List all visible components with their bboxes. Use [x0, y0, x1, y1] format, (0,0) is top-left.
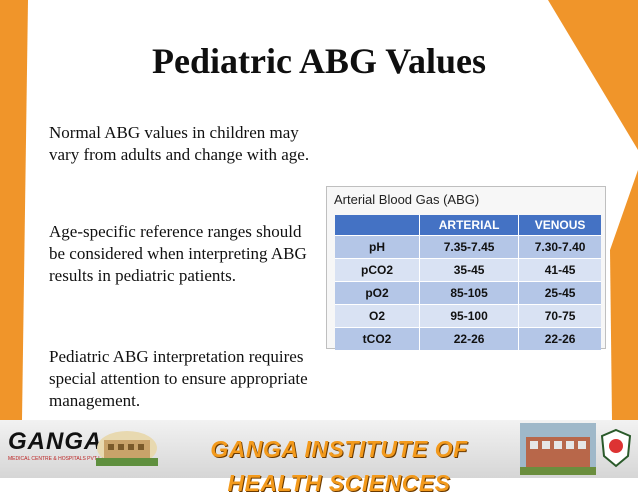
paragraph-age-specific: Age-specific reference ranges should be …: [49, 222, 307, 285]
row-parameter: pO2: [335, 281, 420, 305]
abg-header-blank: [335, 215, 420, 236]
abg-header-venous: VENOUS: [518, 215, 601, 236]
row-parameter: O2: [335, 304, 420, 328]
row-arterial-value: 95-100: [419, 304, 520, 328]
abg-header-arterial: ARTERIAL: [419, 215, 520, 236]
top-right-orange-band: [548, 0, 638, 150]
abg-table: ARTERIAL VENOUS pH 7.35-7.45 7.30-7.40 p…: [335, 215, 601, 350]
institute-footer: GANGA MEDICAL CENTRE & HOSPITALS PVT LTD…: [0, 420, 638, 496]
row-arterial-value: 7.35-7.45: [419, 235, 520, 259]
row-venous-value: 70-75: [518, 304, 601, 328]
row-arterial-value: 35-45: [419, 258, 520, 282]
row-venous-value: 41-45: [518, 258, 601, 282]
institute-seal-icon: [600, 428, 632, 468]
table-row: pCO2 35-45 41-45: [335, 258, 601, 282]
table-row: pH 7.35-7.45 7.30-7.40: [335, 235, 601, 259]
table-row: pO2 85-105 25-45: [335, 281, 601, 305]
paragraph-normal-values: Normal ABG values in children may vary f…: [49, 123, 310, 164]
row-parameter: pH: [335, 235, 420, 259]
row-venous-value: 7.30-7.40: [518, 235, 601, 259]
abg-table-header-row: ARTERIAL VENOUS: [335, 215, 601, 236]
institute-banner: GANGA INSTITUTE OF HEALTH SCIENCES: [164, 432, 524, 496]
row-venous-value: 22-26: [518, 327, 601, 350]
paragraph-interpretation: Pediatric ABG interpretation requires sp…: [49, 347, 308, 410]
ganga-logo-subtext: MEDICAL CENTRE & HOSPITALS PVT LTD: [8, 456, 108, 462]
campus-building-icon: [520, 423, 596, 475]
abg-card-title: Arterial Blood Gas (ABG): [334, 192, 480, 207]
row-parameter: pCO2: [335, 258, 420, 282]
ganga-logo: GANGA: [8, 428, 103, 455]
slide-title: Pediatric ABG Values: [151, 41, 487, 81]
left-orange-band: [0, 0, 28, 420]
abg-reference-card: Arterial Blood Gas (ABG) ARTERIAL VENOUS…: [326, 186, 606, 350]
hospital-building-icon: [96, 431, 158, 466]
row-arterial-value: 22-26: [419, 327, 520, 350]
right-orange-band: [610, 170, 638, 420]
table-row: tCO2 22-26 22-26: [335, 327, 601, 350]
row-arterial-value: 85-105: [419, 281, 520, 305]
row-venous-value: 25-45: [518, 281, 601, 305]
row-parameter: tCO2: [335, 327, 420, 350]
table-row: O2 95-100 70-75: [335, 304, 601, 328]
institute-name: GANGA INSTITUTE OF HEALTH SCIENCES: [210, 436, 468, 496]
